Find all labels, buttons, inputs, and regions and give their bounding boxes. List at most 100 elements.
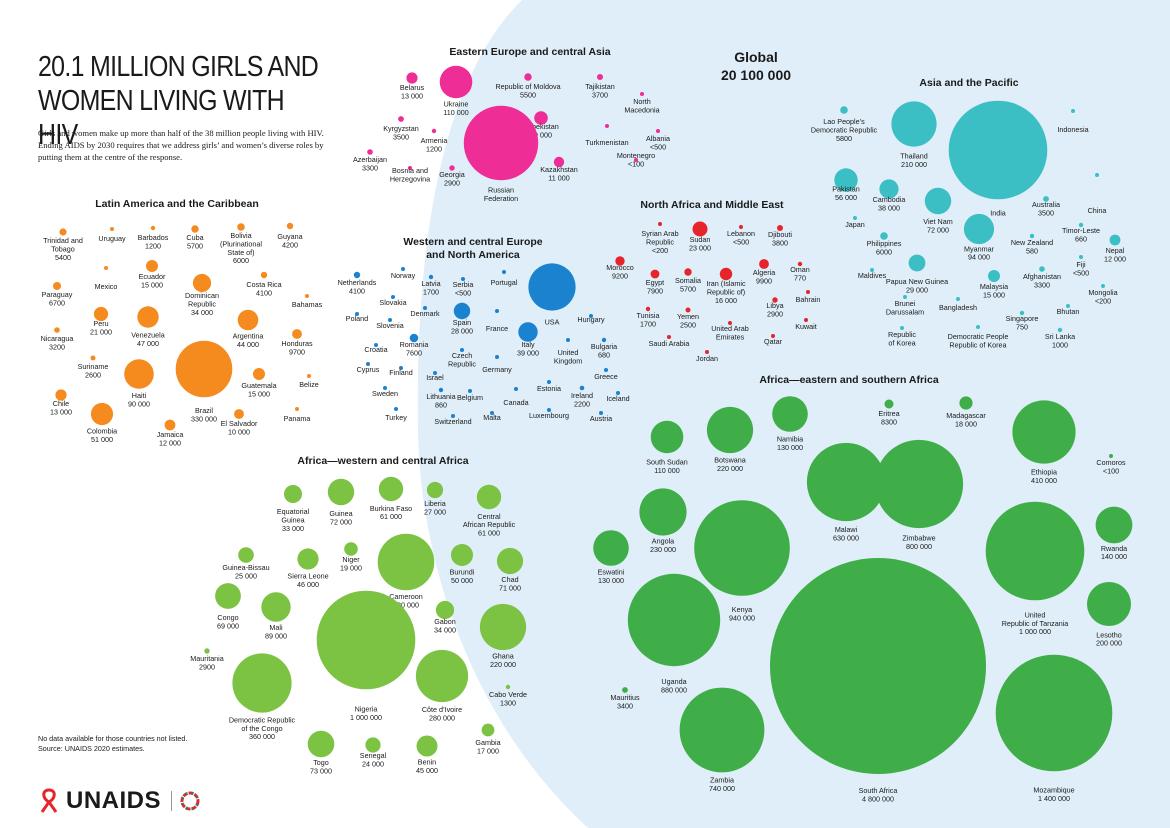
label-bahamas: Bahamas [292,300,323,309]
label-portugal: Portugal [491,278,518,287]
bubble-georgia [449,165,455,171]
label-brazil: Brazil 330 000 [191,406,217,423]
bubble-india [948,100,1048,200]
label-oman: Oman 770 [790,265,810,282]
bubble-trinidad-and-tobago [59,228,67,236]
bubble-pakistan [834,168,858,192]
label-haiti: Haiti 90 000 [128,391,150,408]
label-mauritania: Mauritania 2900 [190,654,224,671]
label-colombia: Colombia 51 000 [87,427,117,444]
label-nigeria: Nigeria 1 000 000 [350,704,382,721]
bubble-norway [401,267,405,271]
label-zambia: Zambia 740 000 [709,775,735,792]
label-switzerland: Switzerland [434,417,471,426]
bubble-burundi [451,544,473,566]
label-lithuania: Lithuania 860 [426,392,455,409]
label-papua-new-guinea: Papua New Guinea 29 000 [886,277,948,294]
page-title: 20.1 MILLION GIRLS AND WOMEN LIVING WITH… [38,51,319,151]
bubble-nepal [1109,234,1121,246]
bubble-switzerland [451,414,455,418]
label-comoros: Comoros <100 [1096,458,1126,475]
label-afghanistan: Afghanistan 3300 [1023,272,1061,289]
bubble-peru [93,306,109,322]
label-myanmar: Myanmar 94 000 [964,244,995,261]
bubble-saudi-arabia [667,335,671,339]
region-title-esa: Africa—eastern and southern Africa [759,374,938,386]
unaids-logo: UNAIDS [38,786,200,816]
label-zimbabwe: Zimbabwe 800 000 [902,534,935,551]
bubble-uganda [627,573,721,667]
label-viet-nam: Viet Nam 72 000 [923,217,952,234]
label-saudi-arabia: Saudi Arabia [649,339,690,348]
bubble-bahamas [305,294,309,298]
bubble-belgium [468,389,472,393]
bubble-syrian-arab-republic [658,222,662,226]
label-iceland: Iceland [606,394,629,403]
label-bahrain: Bahrain [796,295,821,304]
label-ecuador: Ecuador 15 000 [139,272,166,289]
label-turkey: Turkey [385,413,407,422]
label-philippines: Philippines 6000 [867,239,902,256]
bubble-liberia [426,481,444,499]
sdg-wheel-icon [171,791,200,811]
bubble-guyana [286,222,294,230]
bubble-mauritania [204,648,210,654]
bubble-canada [514,387,518,391]
label-latvia: Latvia 1700 [421,279,440,296]
bubble-nicaragua [54,327,60,333]
bubble-armenia [431,128,437,134]
bubble-brunei-darussalam [903,295,907,299]
label-trinidad-and-tobago: Trinidad and Tobago 5400 [43,236,83,262]
bubble-south-africa [770,558,986,774]
bubble-cote-d-ivoire [415,649,469,703]
label-costa-rica: Costa Rica 4100 [246,280,281,297]
bubble-estonia [547,380,551,384]
bubble-zambia [679,687,765,773]
global-value: 20 100 000 [720,67,792,83]
bubble-argentina [237,309,259,331]
label-maldives: Maldives [858,271,887,280]
bubble-comoros [1109,454,1113,458]
label-guinea: Guinea 72 000 [329,509,352,526]
label-bosnia-and-herzegovina: Bosnia and Herzegovina [390,166,430,183]
label-sierra-leone: Sierra Leone 46 000 [287,572,328,589]
bubble-afghanistan [1039,266,1045,272]
bubble-cambodia [879,179,899,199]
bubble-chad [496,547,524,575]
bubble-paraguay [53,282,61,290]
label-lao-people-s-democratic-republic: Lao People’s Democratic Republic 5800 [811,117,878,143]
label-republic-of-moldova: Republic of Moldova 5500 [495,82,560,99]
bubble-djibouti [777,225,783,231]
label-burundi: Burundi 50 000 [450,568,475,585]
bubble-iran-islamic-republic-of [719,267,733,281]
label-equatorial-guinea: Equatorial Guinea 33 000 [277,507,310,533]
label-uruguay: Uruguay [98,234,126,243]
bubble-zimbabwe [874,439,964,529]
bubble-gambia [481,723,495,737]
bubble-malawi [806,442,886,522]
label-albania: Albania <500 [646,134,670,151]
bubble-guinea [327,478,355,506]
label-congo: Congo 69 000 [217,613,239,630]
bubble-austria [599,411,603,415]
label-cameroon: Cameroon 330 000 [389,592,423,609]
label-austria: Austria [590,414,612,423]
bubble-united-arab-emirates [728,321,732,325]
label-norway: Norway [391,271,416,280]
bubble-nigeria [316,590,416,690]
bubble-croatia [374,343,378,347]
bubble-israel [433,371,437,375]
bubble-turkey [394,407,398,411]
label-jordan: Jordan [696,354,718,363]
region-la: Latin America and the Caribbean Trinidad … [41,198,323,447]
region-eeca: Eastern Europe and central Asia Belarus 13… [353,46,670,203]
label-republic-of-korea: Republic of Korea [888,330,916,347]
region-title-eeca: Eastern Europe and central Asia [449,46,610,58]
bubble-timor-leste [1078,222,1084,228]
bubble-north-macedonia [640,92,644,96]
bubble-botswana [706,406,754,454]
label-sri-lanka: Sri Lanka 1000 [1045,332,1075,349]
bubble-papua-new-guinea [908,254,926,272]
bubble-thailand [891,101,937,147]
